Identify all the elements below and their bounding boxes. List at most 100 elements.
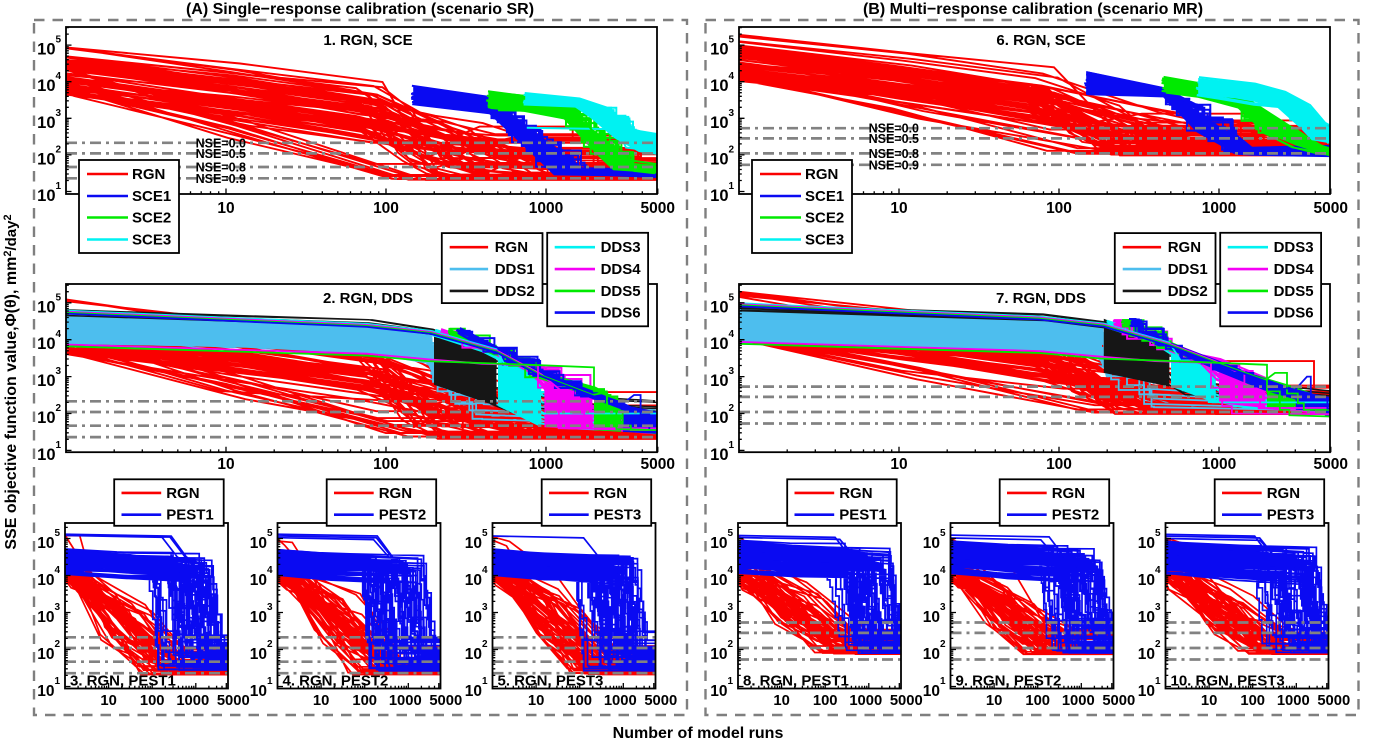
svg-text:10: 10: [37, 646, 54, 663]
svg-text:PEST1: PEST1: [839, 507, 887, 524]
svg-text:10. RGN, PEST3: 10. RGN, PEST3: [1171, 673, 1285, 690]
svg-text:1: 1: [482, 676, 488, 687]
svg-text:DDS5: DDS5: [601, 283, 641, 300]
svg-text:DDS6: DDS6: [1274, 305, 1314, 322]
svg-text:3: 3: [267, 602, 273, 613]
svg-text:PEST3: PEST3: [594, 507, 642, 524]
svg-text:PEST2: PEST2: [379, 507, 427, 524]
svg-text:10: 10: [37, 114, 55, 132]
svg-text:10: 10: [710, 114, 728, 132]
svg-text:RGN: RGN: [495, 239, 528, 256]
svg-text:DDS3: DDS3: [601, 239, 641, 256]
svg-text:4: 4: [482, 565, 488, 576]
svg-text:1: 1: [940, 676, 946, 687]
svg-text:DDS3: DDS3: [1274, 239, 1314, 256]
svg-text:NSE=0.0: NSE=0.0: [869, 122, 919, 136]
svg-text:3. RGN, PEST1: 3. RGN, PEST1: [70, 673, 176, 690]
svg-text:10: 10: [100, 693, 116, 709]
svg-text:2: 2: [56, 144, 62, 155]
svg-text:5000: 5000: [644, 693, 677, 709]
svg-text:4: 4: [56, 71, 62, 82]
svg-text:4: 4: [267, 565, 273, 576]
svg-text:10: 10: [465, 535, 482, 552]
svg-text:5: 5: [482, 528, 488, 539]
svg-text:10: 10: [465, 683, 482, 700]
svg-text:2: 2: [728, 639, 734, 650]
svg-text:DDS2: DDS2: [1168, 283, 1208, 300]
svg-text:(A) Single−response calibratio: (A) Single−response calibration (scenari…: [186, 1, 534, 18]
svg-text:4: 4: [729, 329, 735, 340]
svg-text:10: 10: [37, 187, 55, 205]
svg-text:10: 10: [710, 572, 727, 589]
svg-text:10: 10: [37, 446, 55, 464]
svg-text:100: 100: [813, 693, 838, 709]
svg-text:10: 10: [710, 535, 727, 552]
svg-text:10: 10: [710, 187, 728, 205]
svg-text:9. RGN, PEST2: 9. RGN, PEST2: [956, 673, 1062, 690]
svg-text:10: 10: [890, 456, 907, 473]
svg-text:NSE=0.9: NSE=0.9: [869, 158, 919, 172]
svg-text:RGN: RGN: [594, 485, 627, 502]
svg-text:5000: 5000: [890, 693, 923, 709]
svg-text:PEST3: PEST3: [1267, 507, 1315, 524]
svg-text:RGN: RGN: [839, 485, 872, 502]
svg-text:100: 100: [1240, 693, 1265, 709]
svg-text:10: 10: [710, 298, 728, 316]
svg-text:10: 10: [923, 609, 940, 626]
svg-text:DDS6: DDS6: [601, 305, 641, 322]
svg-text:3: 3: [729, 108, 735, 119]
svg-text:10: 10: [1138, 683, 1155, 700]
svg-text:10: 10: [986, 693, 1002, 709]
svg-text:1: 1: [56, 181, 62, 192]
svg-text:SCE3: SCE3: [805, 232, 844, 249]
svg-text:NSE=0.8: NSE=0.8: [196, 161, 246, 175]
svg-text:SCE2: SCE2: [805, 210, 844, 227]
svg-text:3: 3: [55, 602, 61, 613]
svg-text:3: 3: [940, 602, 946, 613]
svg-text:1000: 1000: [529, 456, 563, 473]
svg-text:1000: 1000: [529, 200, 563, 217]
svg-text:4. RGN, PEST2: 4. RGN, PEST2: [283, 673, 389, 690]
svg-text:10: 10: [528, 693, 544, 709]
svg-text:100: 100: [352, 693, 377, 709]
svg-text:10: 10: [710, 150, 728, 168]
svg-text:10: 10: [37, 683, 54, 700]
svg-text:DDS2: DDS2: [495, 283, 535, 300]
svg-text:10: 10: [1138, 609, 1155, 626]
svg-text:1: 1: [729, 181, 735, 192]
svg-text:10: 10: [923, 646, 940, 663]
svg-text:10: 10: [710, 372, 728, 390]
svg-text:5: 5: [56, 35, 62, 46]
svg-text:1000: 1000: [1202, 456, 1236, 473]
svg-text:10: 10: [1138, 572, 1155, 589]
svg-text:5: 5: [55, 528, 61, 539]
svg-text:10: 10: [710, 335, 728, 353]
svg-text:2: 2: [267, 639, 273, 650]
svg-text:2: 2: [729, 403, 735, 414]
svg-text:10: 10: [217, 200, 234, 217]
svg-text:NSE=0.8: NSE=0.8: [869, 147, 919, 161]
svg-text:2: 2: [55, 639, 61, 650]
svg-text:DDS4: DDS4: [1274, 261, 1315, 278]
svg-text:10: 10: [37, 298, 55, 316]
svg-text:2: 2: [1155, 639, 1161, 650]
svg-text:RGN: RGN: [132, 166, 165, 183]
svg-text:10: 10: [37, 609, 54, 626]
svg-text:DDS1: DDS1: [1168, 261, 1208, 278]
svg-text:10: 10: [465, 609, 482, 626]
svg-text:PEST2: PEST2: [1052, 507, 1100, 524]
svg-text:5000: 5000: [641, 200, 675, 217]
svg-text:100: 100: [373, 200, 399, 217]
svg-text:10: 10: [37, 41, 55, 59]
svg-text:SCE2: SCE2: [132, 210, 171, 227]
svg-text:1000: 1000: [604, 693, 637, 709]
svg-text:100: 100: [373, 456, 399, 473]
svg-text:10: 10: [710, 446, 728, 464]
svg-text:5000: 5000: [1102, 693, 1135, 709]
svg-text:3: 3: [56, 108, 62, 119]
svg-text:RGN: RGN: [805, 166, 838, 183]
svg-text:3: 3: [482, 602, 488, 613]
svg-text:3: 3: [56, 366, 62, 377]
svg-text:10: 10: [250, 646, 267, 663]
svg-text:3: 3: [1155, 602, 1161, 613]
